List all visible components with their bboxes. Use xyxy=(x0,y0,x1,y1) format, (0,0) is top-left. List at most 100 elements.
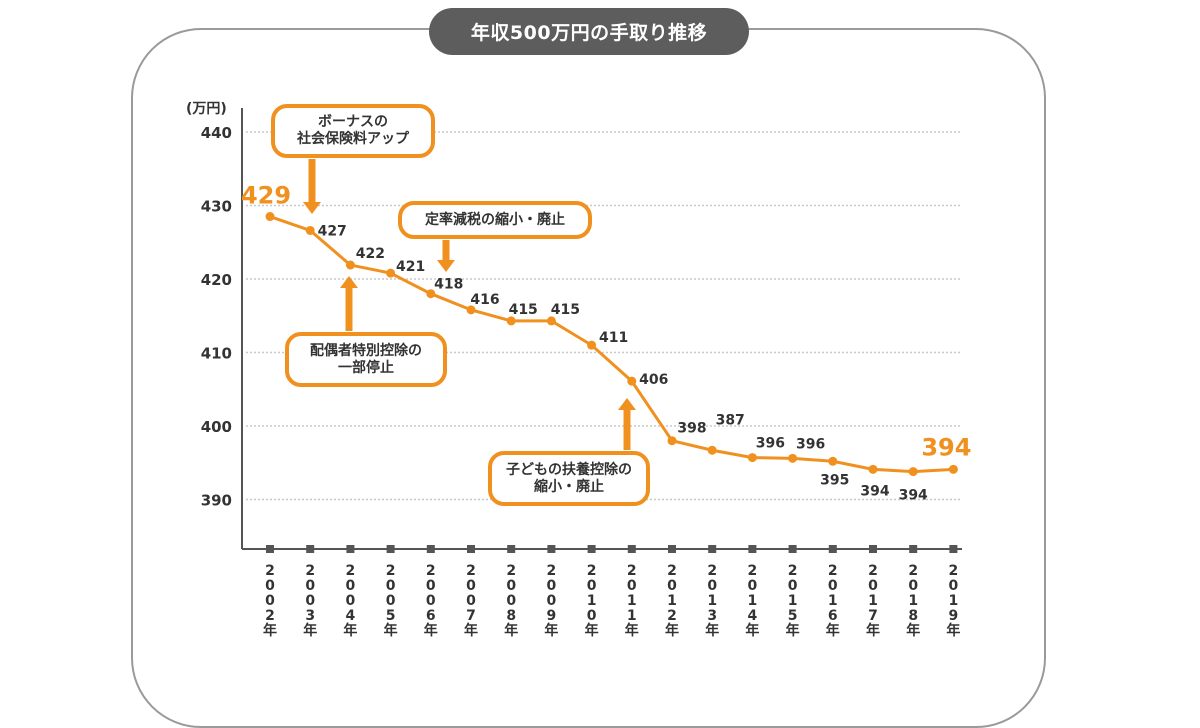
data-point xyxy=(828,456,838,466)
x-tick-label: 年 xyxy=(866,622,880,639)
x-tick-label: 0 xyxy=(506,578,516,594)
x-tick-mark xyxy=(426,545,435,553)
data-label: 421 xyxy=(396,259,425,275)
x-tick-mark xyxy=(788,545,797,553)
x-tick-label: 2 xyxy=(305,563,315,579)
data-point xyxy=(747,453,757,463)
x-tick-label: 年 xyxy=(384,622,398,639)
arrow-fixed-rate-head xyxy=(437,260,455,272)
x-tick-label: 0 xyxy=(949,578,959,594)
x-tick-label: 0 xyxy=(788,578,798,594)
y-tick-label: 430 xyxy=(201,198,232,216)
x-tick-label: 7 xyxy=(868,608,878,624)
x-tick-mark xyxy=(909,545,918,553)
x-tick-label: 0 xyxy=(547,593,557,609)
y-axis-unit: (万円) xyxy=(186,101,227,117)
x-tick-label: 1 xyxy=(707,593,717,609)
x-tick-label: 9 xyxy=(949,608,959,624)
x-tick-mark xyxy=(346,545,355,553)
x-tick-label: 年 xyxy=(906,622,920,639)
x-tick-label: 0 xyxy=(265,593,275,609)
data-point xyxy=(386,268,396,278)
chart-title: 年収500万円の手取り推移 xyxy=(429,8,749,55)
x-tick-label: 0 xyxy=(868,578,878,594)
x-tick-mark xyxy=(748,545,757,553)
data-point xyxy=(345,260,355,270)
x-tick-mark xyxy=(507,545,516,553)
x-tick-label: 4 xyxy=(748,608,758,624)
x-tick-label: 2 xyxy=(265,608,275,624)
arrow-bonus-head xyxy=(303,202,321,214)
x-tick-mark xyxy=(266,545,274,553)
arrow-child-head xyxy=(618,398,636,410)
data-point xyxy=(426,289,436,299)
annotation-child-deduction: 子どもの扶養控除の 縮小・廃止 xyxy=(488,451,650,506)
x-tick-label: 1 xyxy=(587,593,597,609)
x-tick-label: 2 xyxy=(627,563,637,579)
x-tick-mark xyxy=(627,545,636,553)
x-tick-label: 1 xyxy=(788,593,798,609)
x-tick-label: 2 xyxy=(707,563,717,579)
x-tick-mark xyxy=(587,545,596,553)
x-tick-label: 1 xyxy=(667,593,677,609)
data-label: 415 xyxy=(509,302,538,318)
data-point xyxy=(667,436,677,446)
x-tick-label: 0 xyxy=(305,578,315,594)
x-tick-label: 1 xyxy=(627,593,637,609)
x-tick-label: 0 xyxy=(426,578,436,594)
x-tick-label: 2 xyxy=(667,608,677,624)
y-tick-label: 400 xyxy=(201,418,232,436)
series-line xyxy=(269,215,954,474)
y-tick-label: 440 xyxy=(201,124,232,142)
x-tick-label: 0 xyxy=(466,593,476,609)
x-tick-label: 0 xyxy=(908,578,918,594)
x-tick-label: 0 xyxy=(828,578,838,594)
data-point xyxy=(546,316,556,326)
x-tick-label: 年 xyxy=(303,622,317,639)
x-tick-label: 2 xyxy=(466,563,476,579)
x-tick-label: 0 xyxy=(305,593,315,609)
annotation-fixed-rate-tax-cut: 定率減税の縮小・廃止 xyxy=(398,201,592,239)
x-tick-label: 年 xyxy=(464,622,478,639)
x-tick-label: 1 xyxy=(828,593,838,609)
x-tick-mark xyxy=(828,545,837,553)
x-tick-label: 年 xyxy=(745,622,759,639)
x-tick-label: 年 xyxy=(826,622,840,639)
annotation-spouse-deduction: 配偶者特別控除の 一部停止 xyxy=(285,332,447,387)
data-label: 427 xyxy=(318,223,347,239)
data-point xyxy=(587,340,597,350)
x-tick-mark xyxy=(306,545,315,553)
data-label: 387 xyxy=(716,412,745,428)
x-tick-label: 年 xyxy=(705,622,719,639)
x-tick-label: 年 xyxy=(665,622,679,639)
x-tick-label: 8 xyxy=(506,608,516,624)
x-tick-label: 1 xyxy=(748,593,758,609)
x-tick-mark xyxy=(708,545,717,553)
x-tick-label: 2 xyxy=(667,563,677,579)
x-tick-label: 0 xyxy=(386,578,396,594)
x-tick-label: 年 xyxy=(625,622,639,639)
x-tick-label: 2 xyxy=(868,563,878,579)
y-tick-label: 420 xyxy=(201,271,232,289)
x-tick-label: 1 xyxy=(908,593,918,609)
data-label: 396 xyxy=(796,436,825,452)
x-tick-label: 2 xyxy=(587,563,597,579)
x-tick-label: 1 xyxy=(868,593,878,609)
x-tick-label: 0 xyxy=(587,608,597,624)
x-tick-label: 0 xyxy=(587,578,597,594)
data-label: 394 xyxy=(921,433,971,461)
x-tick-mark xyxy=(547,545,556,553)
x-tick-mark xyxy=(869,545,877,553)
data-label: 396 xyxy=(756,436,785,452)
y-tick-label: 390 xyxy=(201,492,232,510)
x-tick-label: 2 xyxy=(386,563,396,579)
data-point xyxy=(868,464,878,474)
x-tick-label: 8 xyxy=(908,608,918,624)
x-tick-label: 0 xyxy=(506,593,516,609)
x-tick-label: 9 xyxy=(547,608,557,624)
x-tick-label: 2 xyxy=(506,563,516,579)
data-point xyxy=(627,376,637,386)
x-tick-label: 0 xyxy=(346,593,356,609)
x-tick-label: 6 xyxy=(426,608,436,624)
x-tick-label: 2 xyxy=(547,563,557,579)
